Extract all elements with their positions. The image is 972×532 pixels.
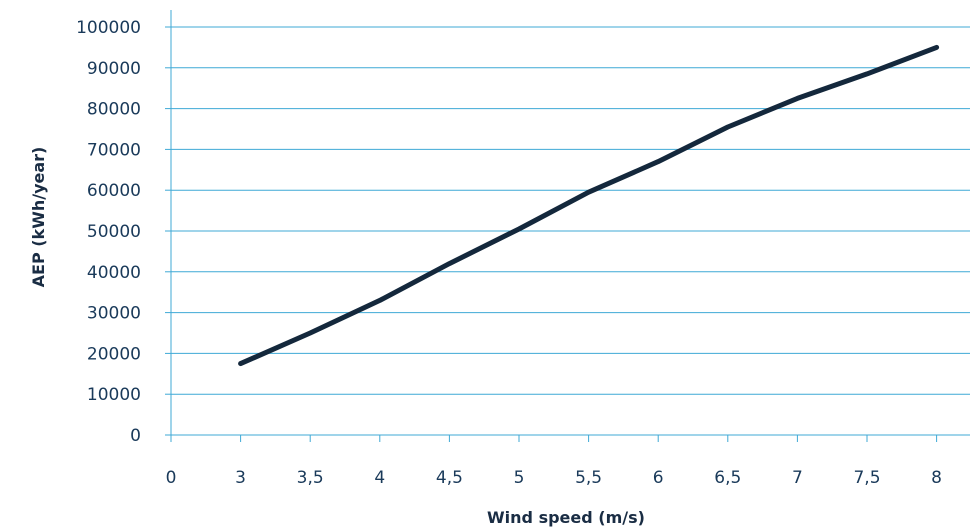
x-tick-label: 7 xyxy=(792,468,803,488)
y-tick-label: 100000 xyxy=(76,18,141,38)
x-axis-title: Wind speed (m/s) xyxy=(487,508,645,527)
y-tick-label: 20000 xyxy=(87,344,141,364)
x-tick-label: 3 xyxy=(235,468,246,488)
y-tick-labels: 0 10000 20000 30000 40000 50000 60000 70000 8000… xyxy=(76,18,141,446)
y-tick-label: 0 xyxy=(130,426,141,446)
y-tick-label: 60000 xyxy=(87,181,141,201)
x-tick-label: 5,5 xyxy=(575,468,602,488)
x-tick-label: 0 xyxy=(166,468,177,488)
x-tick-label: 6,5 xyxy=(714,468,741,488)
x-tick-label: 5 xyxy=(514,468,525,488)
x-tick-label: 6 xyxy=(653,468,664,488)
y-tick-label: 50000 xyxy=(87,222,141,242)
y-tick-label: 10000 xyxy=(87,385,141,405)
series-group xyxy=(238,44,940,367)
y-axis-title: AEP (kWh/year) xyxy=(29,147,48,288)
x-tick-label: 4,5 xyxy=(436,468,463,488)
y-tick-label: 70000 xyxy=(87,140,141,160)
x-tick-label: 8 xyxy=(931,468,942,488)
y-tick-label: 40000 xyxy=(87,263,141,283)
series-line xyxy=(238,44,940,367)
axes xyxy=(165,10,970,442)
y-tick-label: 30000 xyxy=(87,304,141,324)
x-tick-label: 7,5 xyxy=(853,468,880,488)
x-tick-label: 4 xyxy=(374,468,385,488)
x-tick-label: 3,5 xyxy=(297,468,324,488)
grid-lines xyxy=(171,26,970,395)
y-tick-label: 80000 xyxy=(87,100,141,120)
x-tick-labels: 0 3 3,5 4 4,5 5 5,5 6 6,5 7 7,5 8 xyxy=(166,468,942,488)
y-tick-label: 90000 xyxy=(87,59,141,79)
